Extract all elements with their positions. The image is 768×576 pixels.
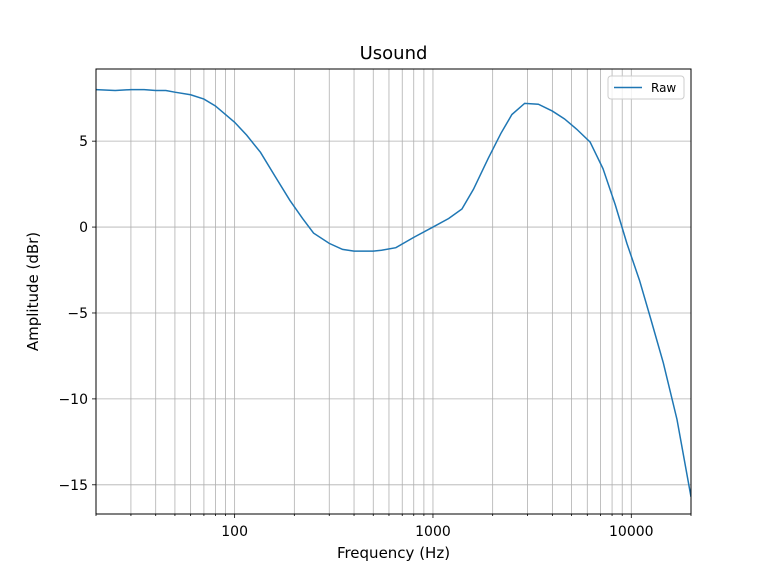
x-tick-label: 1000 xyxy=(415,524,451,540)
legend: Raw xyxy=(607,75,685,100)
legend-box xyxy=(607,75,685,100)
y-tick-label: −15 xyxy=(58,478,88,494)
chart-title: Usound xyxy=(360,43,428,64)
legend-entry-raw: Raw xyxy=(651,81,676,95)
x-axis-label: Frequency (Hz) xyxy=(337,544,450,562)
grid xyxy=(95,69,692,514)
x-tick-label: 100 xyxy=(221,524,248,540)
y-tick-label: 0 xyxy=(79,220,88,236)
y-tick-label: 5 xyxy=(79,134,88,150)
y-tick-label: −10 xyxy=(58,392,88,408)
series-line-raw xyxy=(96,88,691,497)
ticks: 5 0 −5 −10 −15 100 1000 10000 xyxy=(58,134,692,540)
plot-frame xyxy=(95,68,692,515)
y-tick-label: −5 xyxy=(67,306,88,322)
y-axis-label: Amplitude (dBr) xyxy=(24,232,42,351)
series-layer xyxy=(96,88,691,497)
x-tick-label: 10000 xyxy=(609,524,654,540)
